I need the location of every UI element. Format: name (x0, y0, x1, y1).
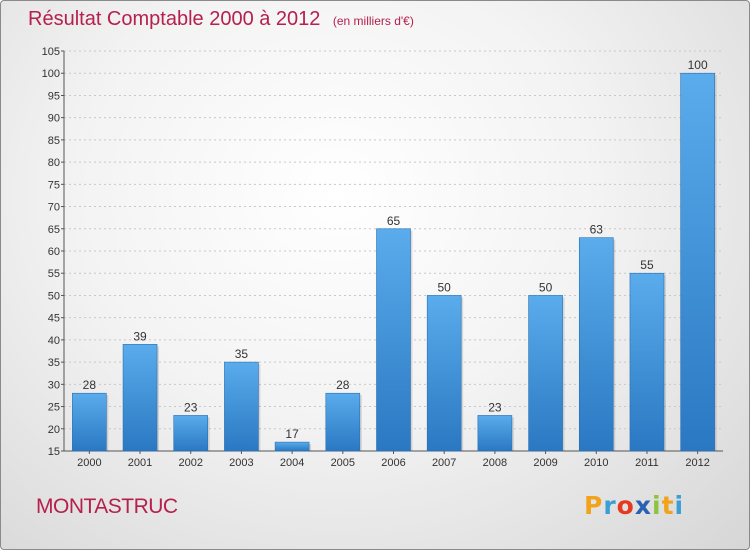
bar-value-label: 50 (438, 280, 452, 294)
bar-value-label: 28 (336, 378, 350, 392)
bar (528, 295, 563, 452)
y-tick-label: 25 (48, 402, 60, 414)
logo-letter: t (661, 491, 675, 520)
logo-letter: r (603, 491, 617, 520)
proxiti-logo: Proxiti (584, 491, 684, 520)
x-tick-label: 2006 (381, 457, 405, 469)
bar-value-label: 55 (640, 258, 654, 272)
bar-value-label: 35 (235, 347, 249, 361)
bar (376, 228, 411, 452)
chart-title-main: Résultat Comptable 2000 à 2012 (28, 8, 321, 30)
logo-letter: P (584, 491, 604, 520)
bar-value-label: 39 (133, 329, 147, 343)
chart-title: Résultat Comptable 2000 à 2012 (en milli… (28, 8, 414, 31)
x-tick-label: 2004 (280, 457, 304, 469)
x-tick-label: 2005 (331, 457, 355, 469)
bar (325, 392, 361, 452)
y-tick-label: 55 (48, 268, 60, 280)
y-tick-label: 90 (48, 113, 60, 125)
y-tick-label: 35 (48, 357, 60, 369)
x-tick-label: 2008 (483, 457, 507, 469)
logo-letter: i (674, 491, 685, 520)
y-tick-label: 45 (48, 313, 60, 325)
bar-value-label: 50 (539, 280, 553, 294)
x-tick-label: 2001 (128, 457, 152, 469)
y-tick-label: 40 (48, 335, 60, 347)
bar-value-label: 100 (688, 58, 708, 72)
y-tick-label: 85 (48, 135, 60, 147)
bar-value-label: 28 (83, 378, 97, 392)
bar (578, 237, 614, 452)
bar-value-label: 23 (184, 400, 198, 414)
y-tick-label: 20 (48, 424, 60, 436)
y-tick-label: 105 (42, 46, 60, 58)
y-tick-label: 60 (48, 246, 60, 258)
logo-letter: o (616, 491, 635, 520)
x-tick-label: 2003 (229, 457, 253, 469)
y-tick-label: 80 (48, 157, 60, 169)
chart-title-unit: (en milliers d'€) (332, 14, 414, 28)
x-tick-label: 2012 (685, 457, 709, 469)
y-tick-label: 65 (48, 224, 60, 236)
bar (224, 361, 259, 452)
x-tick-label: 2010 (584, 457, 608, 469)
y-tick-label: 50 (48, 290, 60, 302)
y-tick-label: 70 (48, 202, 60, 214)
bar (426, 295, 462, 452)
commune-name: MONTASTRUC (36, 495, 178, 518)
x-tick-label: 2000 (77, 457, 101, 469)
y-tick-label: 100 (42, 68, 60, 80)
logo-letter: i (652, 491, 662, 520)
y-tick-label: 15 (48, 446, 60, 458)
bar-value-label: 23 (488, 400, 502, 414)
bar-value-label: 63 (590, 223, 604, 237)
bar (629, 272, 665, 452)
bar (122, 344, 158, 452)
y-tick-label: 30 (48, 379, 60, 391)
x-tick-label: 2009 (533, 457, 557, 469)
x-tick-label: 2011 (635, 457, 659, 469)
y-tick-label: 75 (48, 179, 60, 191)
y-tick-label: 95 (48, 90, 60, 102)
bar (173, 415, 209, 452)
bar (680, 72, 715, 452)
bar (72, 392, 107, 452)
x-tick-label: 2007 (432, 457, 456, 469)
logo-letter: x (634, 491, 652, 520)
bar (477, 415, 513, 452)
bar-value-label: 65 (387, 214, 401, 228)
bar (274, 441, 310, 452)
bar-value-label: 17 (285, 427, 299, 441)
x-tick-label: 2002 (178, 457, 202, 469)
